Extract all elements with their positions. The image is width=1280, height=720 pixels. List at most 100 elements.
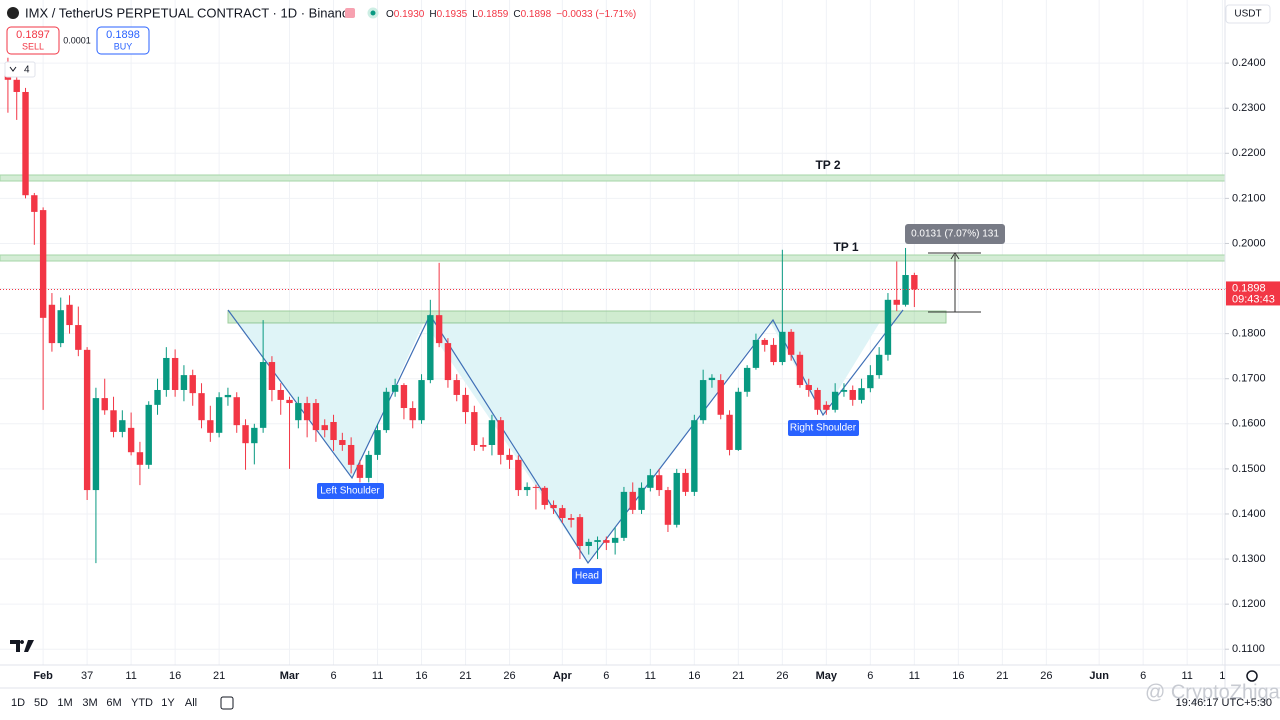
ohlc-legend: O0.1930 H0.1935 L0.1859 C0.1898 −0.0033 (−1.… [386, 9, 636, 20]
x-tick-label: 16 [169, 670, 181, 682]
last-price-tag [1226, 281, 1280, 306]
tp1-zone [0, 254, 1226, 262]
c-label: C [513, 9, 520, 20]
candle-body [453, 380, 460, 395]
candle-body [312, 403, 320, 431]
candle-body [409, 408, 416, 421]
settings-icon[interactable] [1246, 670, 1258, 682]
sell-button[interactable] [6, 26, 60, 55]
candle-body [303, 403, 311, 421]
candle-body [488, 420, 496, 445]
candle-body [321, 425, 328, 431]
candle-body [752, 339, 760, 368]
candle-body [559, 508, 566, 519]
range-button[interactable]: 1M [57, 697, 72, 709]
candle-body [268, 362, 276, 390]
candle-body [893, 299, 900, 305]
candle-body [119, 420, 126, 432]
symbol-icon [7, 7, 19, 19]
candle-body [699, 380, 707, 421]
x-tick-label: 16 [952, 670, 964, 682]
candle-body [479, 444, 487, 447]
x-tick-label: 11 [125, 670, 136, 682]
measure-label: 0.0131 (7.07%) 131 [911, 229, 999, 240]
l-label: L [472, 9, 478, 20]
right-shoulder-box [788, 420, 859, 436]
y-tick-label: 0.1700 [1232, 373, 1266, 385]
buy-label: BUY [114, 41, 133, 51]
candle-body [567, 518, 575, 520]
candle-body [603, 540, 610, 543]
range-button[interactable]: 1D [11, 697, 25, 709]
candle-body [400, 385, 408, 409]
range-button[interactable]: 6M [106, 697, 121, 709]
measure-arrowhead [950, 252, 960, 260]
range-button[interactable]: 5D [34, 697, 48, 709]
indicator-count: 4 [24, 65, 30, 76]
candle-body [154, 389, 161, 405]
y-tick-label: 0.1300 [1232, 553, 1266, 565]
candle-body [330, 421, 337, 441]
x-tick-label: 21 [459, 670, 471, 682]
candle-body [735, 391, 742, 450]
candle-body [770, 344, 777, 363]
candle-body [550, 504, 557, 509]
candle-body [664, 490, 672, 525]
candle-body [585, 541, 592, 546]
currency: USDT [1234, 9, 1261, 20]
candle-body [224, 394, 232, 398]
candle-body [427, 315, 434, 381]
candle-body [515, 459, 522, 491]
buy-button[interactable] [96, 26, 150, 55]
candle-body [611, 537, 619, 543]
watermark: @ CryptoZhigae [1145, 681, 1280, 703]
currency-button[interactable] [1225, 4, 1271, 24]
range-button[interactable]: 1Y [161, 697, 175, 709]
candle-body [356, 464, 364, 478]
x-tick-label: 11 [1181, 670, 1192, 682]
buy-price: 0.1898 [106, 29, 140, 41]
x-tick-label: 11 [645, 670, 656, 682]
calendar-icon[interactable] [220, 696, 234, 710]
candle-body [233, 397, 240, 426]
left-shoulder-label: Left Shoulder [320, 486, 380, 497]
h-value: 0.1935 [437, 9, 468, 20]
candle-body [339, 440, 346, 445]
candle-body [867, 375, 874, 389]
range-button[interactable]: All [185, 697, 197, 709]
candle-body [849, 389, 856, 400]
candle-body [163, 357, 170, 390]
head-label: Head [575, 571, 599, 582]
measure-box [905, 224, 1005, 244]
candle-body [127, 427, 135, 453]
candle-body [823, 404, 830, 410]
candle-body [444, 343, 452, 381]
candle-body [75, 325, 82, 350]
x-tick-label: 26 [1040, 670, 1052, 682]
candle-body [647, 475, 654, 488]
x-tick-label: 16 [415, 670, 427, 682]
candle-body [57, 310, 64, 344]
l-value: 0.1859 [478, 9, 509, 20]
countdown: 09:43:43 [1232, 293, 1275, 305]
x-tick-label: 16 [688, 670, 700, 682]
candle-body [576, 517, 584, 546]
candle-body [31, 195, 38, 212]
candle-body [884, 299, 892, 355]
candle-body [902, 275, 909, 305]
range-button[interactable]: 3M [82, 697, 97, 709]
x-tick-label: Feb [33, 670, 53, 682]
candle-body [22, 91, 29, 196]
sell-label: SELL [22, 41, 44, 51]
candle-body [682, 472, 689, 492]
y-tick-label: 0.1600 [1232, 418, 1266, 430]
indicator-toggle[interactable] [4, 61, 36, 78]
x-tick-label: Mar [280, 670, 300, 682]
candle-body [462, 394, 469, 413]
candle-body [506, 454, 513, 460]
candle-body [471, 412, 478, 445]
right-shoulder-label: Right Shoulder [790, 423, 857, 434]
range-button[interactable]: YTD [131, 697, 153, 709]
